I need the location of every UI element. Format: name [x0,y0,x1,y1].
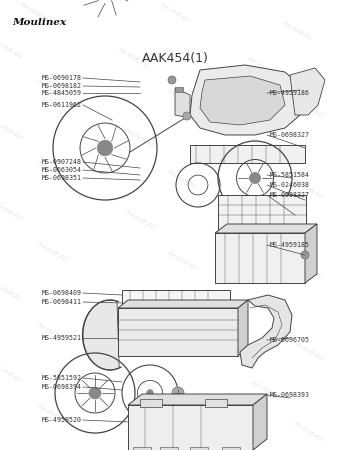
Polygon shape [240,295,292,368]
Text: FIX-HUB.RU: FIX-HUB.RU [37,242,68,262]
Text: MS-4959185: MS-4959185 [270,242,310,248]
Text: FIX-HUB.RU: FIX-HUB.RU [292,260,324,280]
Bar [140,399,162,407]
Text: MS-5851584: MS-5851584 [270,172,310,178]
Bar [215,233,305,283]
Text: FIX-HUB.RU: FIX-HUB.RU [292,422,324,442]
Circle shape [97,140,113,156]
Text: MS-0663054: MS-0663054 [42,167,82,173]
Text: FIX-HUB.RU: FIX-HUB.RU [124,372,156,393]
Bar [118,308,238,356]
Text: MS-0698327: MS-0698327 [270,192,310,198]
Text: FIX-HUB.RU: FIX-HUB.RU [37,323,68,343]
Text: MS-0246038: MS-0246038 [270,182,310,188]
Text: MS-0698327: MS-0698327 [270,132,310,138]
Text: FIX-HUB.RU: FIX-HUB.RU [166,170,198,190]
Bar [122,290,230,310]
Text: FIX-HUB.RU: FIX-HUB.RU [166,413,198,433]
Polygon shape [83,300,119,370]
Polygon shape [175,88,190,118]
Text: FIX-HUB.RU: FIX-HUB.RU [250,138,282,159]
Bar [190,145,305,163]
Text: FIX-HUB.RU: FIX-HUB.RU [0,282,23,303]
Text: MS-0698411: MS-0698411 [42,299,82,305]
Text: MS-0690178: MS-0690178 [42,75,82,81]
Polygon shape [305,224,317,283]
Text: FIX-HUB.RU: FIX-HUB.RU [166,89,198,109]
Text: MS-0698394: MS-0698394 [42,384,82,390]
Text: MS-0698409: MS-0698409 [42,290,82,296]
Text: FIX-HUB.RU: FIX-HUB.RU [0,120,23,141]
Text: FIX-HUB.RU: FIX-HUB.RU [247,57,278,78]
Polygon shape [238,300,248,356]
Text: FIX-HUB.RU: FIX-HUB.RU [0,201,23,222]
Text: FIX-HUB.RU: FIX-HUB.RU [292,179,324,199]
Circle shape [301,251,309,259]
Text: MS-4959521: MS-4959521 [42,335,82,341]
Text: MS-0907248: MS-0907248 [42,159,82,165]
Circle shape [183,112,191,120]
Text: FIX-HUB.RU: FIX-HUB.RU [37,80,68,100]
Text: FIX-HUB.RU: FIX-HUB.RU [250,219,282,240]
Text: FIX-HUB.RU: FIX-HUB.RU [124,129,156,150]
Bar [218,195,306,233]
Text: FIX-HUB.RU: FIX-HUB.RU [250,381,282,402]
Circle shape [89,387,101,399]
Bar [160,447,178,450]
Text: FIX-HUB.RU: FIX-HUB.RU [282,21,313,42]
Text: FIX-HUB.RU: FIX-HUB.RU [292,98,324,118]
Text: FIX-HUB.RU: FIX-HUB.RU [159,3,191,24]
Text: FIX-HUB.RU: FIX-HUB.RU [166,251,198,271]
Text: FIX-HUB.RU: FIX-HUB.RU [0,363,23,384]
Text: MS-5851592: MS-5851592 [42,375,82,381]
Circle shape [250,172,260,184]
Polygon shape [190,65,300,135]
Polygon shape [253,394,267,450]
Text: FIX-HUB.RU: FIX-HUB.RU [124,291,156,312]
Text: MS-0611962: MS-0611962 [42,102,82,108]
Polygon shape [290,68,325,115]
Text: FIX-HUB.RU: FIX-HUB.RU [37,404,68,424]
Bar [128,405,253,450]
Bar [222,447,240,450]
Text: MS-0698351: MS-0698351 [42,175,82,181]
Circle shape [147,390,153,396]
Polygon shape [200,76,285,125]
Circle shape [168,76,176,84]
Text: FIX-HUB.RU: FIX-HUB.RU [166,332,198,352]
Text: MS-4959186: MS-4959186 [270,90,310,96]
Text: FIX-HUB.RU: FIX-HUB.RU [124,210,156,231]
Polygon shape [128,394,267,405]
Text: FIX-HUB.RU: FIX-HUB.RU [117,48,149,69]
Text: MS-0696705: MS-0696705 [270,337,310,343]
Text: FIX-HUB.RU: FIX-HUB.RU [250,300,282,321]
Text: MS-0698393: MS-0698393 [270,392,310,398]
Text: AAK454(1): AAK454(1) [141,52,209,65]
Text: FIX-HUB.RU: FIX-HUB.RU [37,161,68,181]
Circle shape [172,387,184,399]
Bar [175,87,183,92]
Text: FIX-HUB.RU: FIX-HUB.RU [0,39,23,60]
Text: Moulinex: Moulinex [12,18,66,27]
Text: FIX-HUB.RU: FIX-HUB.RU [19,3,51,24]
Polygon shape [118,300,248,308]
Text: MS-4959520: MS-4959520 [42,417,82,423]
Polygon shape [215,224,317,233]
Text: MS-0698182: MS-0698182 [42,83,82,89]
Text: FIX-HUB.RU: FIX-HUB.RU [292,341,324,361]
Text: MS-4845059: MS-4845059 [42,90,82,96]
Bar [205,399,227,407]
Bar [133,447,151,450]
Bar [190,447,208,450]
